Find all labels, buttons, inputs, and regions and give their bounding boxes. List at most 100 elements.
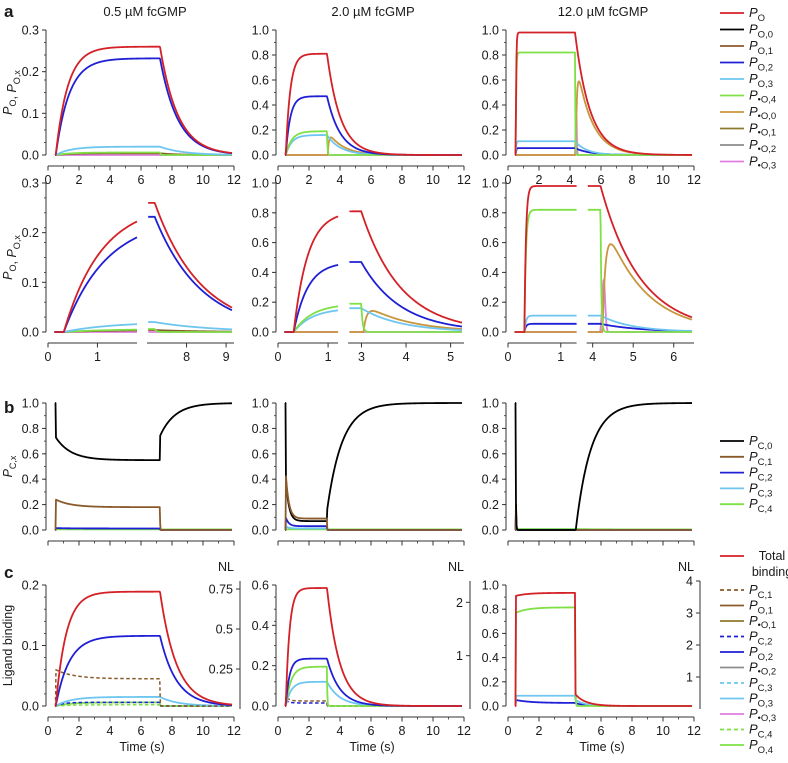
legend-panel-a: POPO,0PO,1PO,2PO,3P•O,4P•O,0P•O,1P•O,2P•… [720,5,776,172]
legend-item: PO,1 [720,598,773,617]
y-axis-tick-label: 0.8 [252,49,269,63]
y-axis-tick-label: 0.6 [252,74,269,88]
x-axis-right-tick-label: 8 [183,350,190,364]
y-axis-tick-label: 0.6 [482,447,499,461]
legend-item: PO [720,5,765,24]
right-axis-tick-label: 3 [686,607,693,621]
y-axis-tick-label: 0.2 [252,124,269,138]
x-axis-tick-label: 12 [687,724,701,738]
y-axis-tick-label: 0.3 [22,24,39,38]
legend-item: PC,2 [720,629,772,648]
legend-label: P•O,2 [749,137,776,155]
y-axis-tick-label: 1.0 [482,397,499,411]
x-axis-tick-label: 0 [45,173,52,187]
legend-label: PO,2 [749,55,773,74]
x-axis-tick-label: 8 [629,724,636,738]
y-axis-tick-label: 0.0 [482,524,499,538]
panel-letter-a: a [4,2,14,21]
legend-item: PO,2 [720,55,773,74]
series-line-right [148,321,233,331]
legend-label: P•O,0 [749,104,776,122]
x-axis-left-tick-label: 0 [275,350,282,364]
x-axis-tick-label: 8 [629,173,636,187]
y-axis-tick-label: 1.0 [22,397,39,411]
legend-item: PC,4 [720,496,772,515]
legend-label: P•O,1 [749,613,776,631]
legend-label: P•O,3 [749,706,776,724]
legend-item: PC,3 [720,480,772,499]
legend-label: PO,1 [749,598,773,617]
series-line-right [587,314,693,332]
y-axis-tick-label: 0.8 [252,206,269,220]
y-axis-tick-label: 1.0 [252,177,269,191]
chart-a2: 0.0 0.2 0.4 0.6 0.8 1.0 0 2 4 6 8 10 12 [252,24,471,188]
chart-a1: 0.0 0.1 0.2 0.3 0 2 4 6 8 10 12 PO, PO,x [1,24,241,188]
x-axis-left-tick-label: 0 [45,350,52,364]
legend-label: PO,1 [749,38,773,57]
y-axis-tick-label: 0.0 [22,149,39,163]
y-axis-tick-label: 0.0 [482,326,499,340]
y-axis-tick-label: 0.4 [482,99,499,113]
legend-label: P•O,2 [749,660,776,678]
series-line-right [587,243,693,333]
x-axis-tick-label: 2 [76,173,83,187]
y-axis-tick-label: 0.1 [22,276,39,290]
x-axis-tick-label: 12 [227,724,241,738]
series-line-right [349,210,463,324]
series-line [514,513,693,531]
y-axis-tick-label: 0.4 [22,473,39,487]
y-axis-tick-label: 0.0 [252,326,269,340]
series-line [514,402,693,531]
y-axis-tick-label: 0.2 [252,659,269,673]
figure-labels: a b c 0.5 µM fcGMP 2.0 µM fcGMP 12.0 µM … [4,2,648,582]
x-axis-left-tick-label: 0 [505,350,512,364]
series-line [54,634,233,707]
y-axis-label: PO, PO,x [1,235,22,280]
x-axis-tick-label: 6 [598,173,605,187]
legend-label: PO,3 [749,71,773,90]
x-axis-tick-label: 2 [536,724,543,738]
legend-item: PC,1 [720,449,772,468]
y-axis-tick-label: 0.6 [252,579,269,593]
series-line [284,475,463,531]
series-line [54,696,233,707]
y-axis-tick-label: 0.0 [22,524,39,538]
series-line [284,587,463,707]
y-axis-tick-label: 0.8 [252,422,269,436]
x-axis-label: Time (s) [579,740,624,754]
x-axis-left-tick-label: 1 [94,350,101,364]
x-axis-label: Time (s) [119,740,164,754]
x-axis-tick-label: 8 [399,173,406,187]
y-axis-tick-label: 0.2 [22,226,39,240]
series-line [54,45,233,156]
series-line [284,52,463,156]
x-axis-tick-label: 2 [536,173,543,187]
x-axis-right-tick-label: 6 [670,350,677,364]
legend-item: P•O,4 [720,88,776,106]
chart-a5: 0.0 0.2 0.4 0.6 0.8 1.0 0 1 3 4 5 [252,177,464,364]
y-axis-label: Ligand binding [1,605,15,686]
series-line [284,665,463,707]
y-axis-tick-label: 0.0 [252,149,269,163]
legend-item: P•O,1 [720,121,776,139]
y-axis-tick-label: 0.4 [252,473,269,487]
nl-axis-label: NL [448,560,464,574]
legend-panel-c: PC,1PO,1P•O,1PC,2PO,2P•O,2PC,3PO,3P•O,3P… [720,582,776,756]
x-axis-tick-label: 10 [426,173,440,187]
series-line [54,498,233,531]
series-line [514,80,693,156]
x-axis-tick-label: 6 [138,173,145,187]
series-line-left [54,236,138,333]
y-axis-tick-label: 0.2 [482,498,499,512]
y-axis-tick-label: 0.6 [482,627,499,641]
legend-panel-b: PC,0PC,1PC,2PC,3PC,4 [720,433,772,515]
legend-item: P•O,1 [720,613,776,631]
legend-item: P•O,3 [720,706,776,724]
x-axis-label: Time (s) [349,740,394,754]
x-axis-tick-label: 4 [567,724,574,738]
legend-item: PC,2 [720,465,772,484]
x-axis-left-tick-label: 1 [557,350,564,364]
y-axis-tick-label: 0.4 [252,99,269,113]
legend-label: PC,3 [749,675,772,694]
